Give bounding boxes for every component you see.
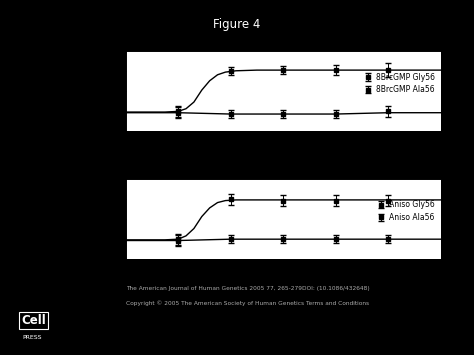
X-axis label: p38MAPK activation, min: p38MAPK activation, min [227,280,340,289]
Y-axis label: 5HT Uptake, % of Control: 5HT Uptake, % of Control [89,34,98,148]
Text: Figure 4: Figure 4 [213,18,261,31]
Legend: Aniso Gly56, Aniso Ala56: Aniso Gly56, Aniso Ala56 [374,198,437,224]
Text: The American Journal of Human Genetics 2005 77, 265-279DOI: (10.1086/432648): The American Journal of Human Genetics 2… [126,286,369,291]
Text: PRESS: PRESS [23,335,42,340]
Text: B: B [56,178,66,191]
X-axis label: cGMP activation, min: cGMP activation, min [235,152,331,161]
Legend: 8BrcGMP Gly56, 8BrcGMP Ala56: 8BrcGMP Gly56, 8BrcGMP Ala56 [361,70,437,97]
Y-axis label: 5HT Uptake, % of Control: 5HT Uptake, % of Control [89,162,98,276]
Text: Copyright © 2005 The American Society of Human Genetics Terms and Conditions: Copyright © 2005 The American Society of… [126,300,369,306]
Text: Cell: Cell [21,314,46,327]
Text: A: A [56,50,66,63]
